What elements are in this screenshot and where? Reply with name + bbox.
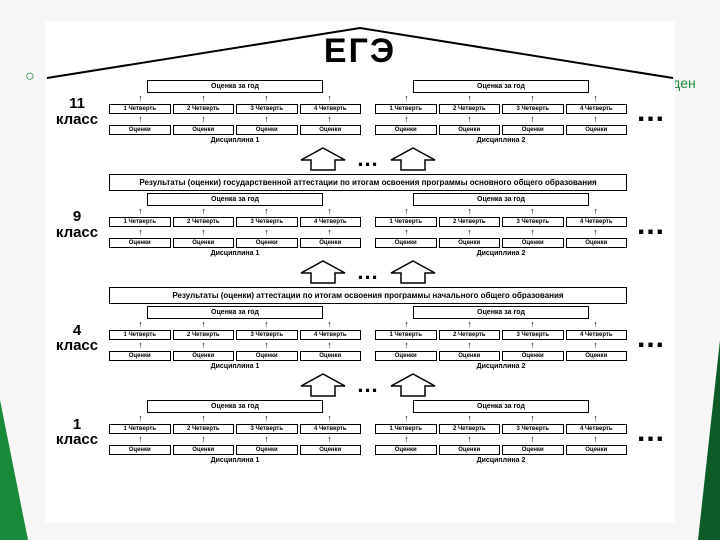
slide-bullet: ○ (25, 68, 35, 86)
diagram-title: ЕГЭ (45, 32, 675, 71)
results-banner-primary-education: Результаты (оценки) аттестации по итогам… (109, 287, 627, 304)
big-up-arrow-icon (385, 372, 441, 398)
quarter-cell: 3 Четверть (502, 104, 564, 114)
transition-arrow-band: ... (109, 372, 627, 398)
diagram-body: 11 класс Оценка за год ↑ ↑ ↑ ↑ 1 Четверть 2… (45, 80, 675, 468)
up-arrow-icon: ↑ (138, 115, 143, 124)
up-arrow-icon: ↑ (404, 94, 409, 103)
up-arrow-icon: ↑ (264, 94, 269, 103)
education-hierarchy-diagram: ЕГЭ 11 класс Оценка за год ↑↑↑↑ 1 Четвер… (45, 22, 675, 522)
ellipsis: ... (357, 146, 378, 172)
year-grade-box: Оценка за год (147, 80, 323, 93)
up-arrow-icon: ↑ (593, 94, 598, 103)
big-up-arrow-icon (295, 259, 351, 285)
up-arrow-icon: ↑ (593, 115, 598, 124)
quarter-cell: 1 Четверть (109, 104, 171, 114)
grades-cell: Оценки (439, 125, 501, 135)
diagram-roof: ЕГЭ (45, 22, 675, 80)
grades-cell: Оценки (566, 125, 628, 135)
big-up-arrow-icon (295, 146, 351, 172)
grade-label: 9 класс (51, 209, 103, 241)
more-disciplines-ellipsis: ... (633, 208, 669, 242)
big-up-arrow-icon (295, 372, 351, 398)
grade-label: 4 класс (51, 323, 103, 355)
discipline-caption: Дисциплина 2 (477, 137, 526, 144)
more-disciplines-ellipsis: ... (633, 95, 669, 129)
transition-arrow-band: ... (109, 146, 627, 172)
up-arrow-icon: ↑ (530, 94, 535, 103)
up-arrow-icon: ↑ (530, 115, 535, 124)
up-arrow-icon: ↑ (404, 115, 409, 124)
grade-label: 1 класс (51, 417, 103, 449)
discipline-2-block: Оценка за год ↑↑↑↑ 1 Четверть2 Четверть3… (375, 400, 627, 464)
grades-cell: Оценки (173, 125, 235, 135)
slide-accent-right (698, 340, 720, 540)
transition-arrow-band: ... (109, 259, 627, 285)
grades-cell: Оценки (300, 125, 362, 135)
discipline-2-block: Оценка за год ↑ ↑ ↑ ↑ 1 Четверть 2 Четверть… (375, 80, 627, 144)
up-arrow-icon: ↑ (201, 94, 206, 103)
discipline-1-block: Оценка за год ↑ ↑ ↑ ↑ 1 Четверть 2 Четверть… (109, 80, 361, 144)
results-banner-basic-education: Результаты (оценки) государственной атте… (109, 174, 627, 191)
grades-cell: Оценки (375, 125, 437, 135)
up-arrow-icon: ↑ (327, 94, 332, 103)
grade-row-9: 9 класс Оценка за год ↑↑↑↑ 1 Четверть2 Ч… (51, 193, 669, 257)
grades-cell: Оценки (236, 125, 298, 135)
discipline-1-block: Оценка за год ↑↑↑↑ 1 Четверть2 Четверть3… (109, 400, 361, 464)
discipline-caption: Дисциплина 1 (211, 137, 260, 144)
up-arrow-icon: ↑ (201, 115, 206, 124)
up-arrow-icon: ↑ (264, 115, 269, 124)
grades-cell: Оценки (502, 125, 564, 135)
quarter-cell: 2 Четверть (439, 104, 501, 114)
discipline-1-block: Оценка за год ↑↑↑↑ 1 Четверть2 Четверть3… (109, 193, 361, 257)
grades-cell: Оценки (109, 125, 171, 135)
more-disciplines-ellipsis: ... (633, 415, 669, 449)
slide-accent-left (0, 400, 28, 540)
grade-row-1: 1 класс Оценка за год ↑↑↑↑ 1 Четверть2 Ч… (51, 400, 669, 464)
discipline-2-block: Оценка за год ↑↑↑↑ 1 Четверть2 Четверть3… (375, 193, 627, 257)
quarter-cell: 3 Четверть (236, 104, 298, 114)
grade-row-4: 4 класс Оценка за год ↑↑↑↑ 1 Четверть2 Ч… (51, 306, 669, 370)
quarter-cell: 4 Четверть (300, 104, 362, 114)
up-arrow-icon: ↑ (138, 94, 143, 103)
year-grade-box: Оценка за год (147, 193, 323, 206)
discipline-1-block: Оценка за год ↑↑↑↑ 1 Четверть2 Четверть3… (109, 306, 361, 370)
grade-row-11: 11 класс Оценка за год ↑ ↑ ↑ ↑ 1 Четверть 2… (51, 80, 669, 144)
quarter-cell: 2 Четверть (173, 104, 235, 114)
up-arrow-icon: ↑ (467, 115, 472, 124)
quarter-cell: 4 Четверть (566, 104, 628, 114)
year-grade-box: Оценка за год (413, 80, 589, 93)
up-arrow-icon: ↑ (327, 115, 332, 124)
more-disciplines-ellipsis: ... (633, 321, 669, 355)
big-up-arrow-icon (385, 146, 441, 172)
big-up-arrow-icon (385, 259, 441, 285)
grade-label: 11 класс (51, 96, 103, 128)
quarter-cell: 1 Четверть (375, 104, 437, 114)
discipline-2-block: Оценка за год ↑↑↑↑ 1 Четверть2 Четверть3… (375, 306, 627, 370)
up-arrow-icon: ↑ (467, 94, 472, 103)
